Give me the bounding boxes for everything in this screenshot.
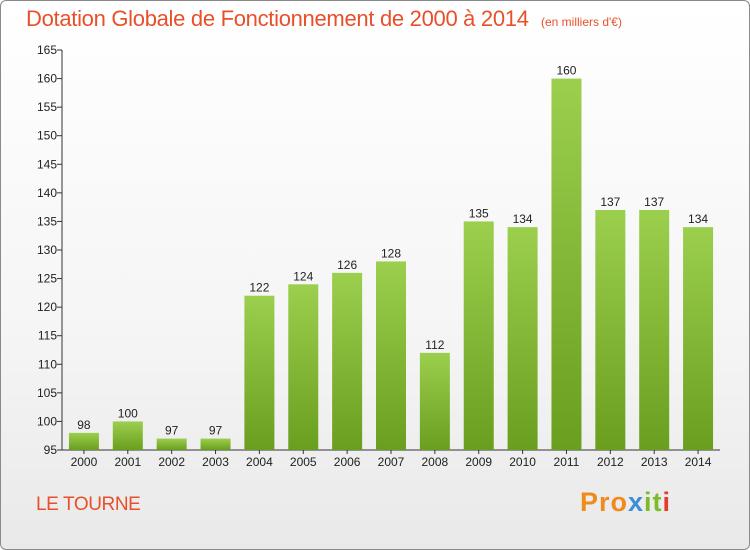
bar-2002 [156, 438, 187, 450]
data-label-2009: 135 [469, 206, 489, 220]
x-tick-label-2012: 2012 [597, 455, 624, 469]
data-label-2000: 98 [77, 418, 91, 432]
x-tick-label-2002: 2002 [158, 455, 185, 469]
chart-title: Dotation Globale de Fonctionnement de 20… [26, 6, 529, 31]
logo-part: i [662, 487, 672, 517]
bar-2010 [507, 227, 538, 450]
bar-2014 [683, 227, 714, 450]
x-tick-label-2013: 2013 [641, 455, 668, 469]
x-tick-label-2008: 2008 [422, 455, 449, 469]
bars [68, 78, 714, 451]
logo-part: it [644, 487, 663, 517]
bar-2012 [595, 210, 626, 450]
data-label-2005: 124 [293, 269, 313, 283]
logo-part: Pro [580, 487, 629, 517]
bar-2008 [419, 352, 450, 450]
data-label-2006: 126 [337, 258, 357, 272]
y-tick-label: 150 [37, 129, 57, 143]
bar-2011 [551, 78, 582, 451]
chart-subtitle: (en milliers d'€) [541, 15, 622, 29]
x-tick-label-2006: 2006 [334, 455, 361, 469]
bar-2001 [112, 421, 143, 450]
x-tick-label-2010: 2010 [509, 455, 536, 469]
y-tick-label: 155 [37, 100, 57, 114]
proxiti-logo[interactable]: Proxiti [580, 487, 671, 518]
data-label-2001: 100 [118, 406, 138, 420]
location-name: LE TOURNE [36, 494, 141, 515]
x-tick-label-2005: 2005 [290, 455, 317, 469]
y-tick-label: 135 [37, 214, 57, 228]
data-label-2011: 160 [556, 64, 576, 78]
y-tick-label: 165 [37, 43, 57, 57]
x-tick-label-2003: 2003 [202, 455, 229, 469]
y-tick-label: 115 [38, 329, 57, 343]
bar-2006 [332, 272, 363, 450]
y-tick-label: 105 [37, 386, 57, 400]
data-label-2010: 134 [513, 212, 533, 226]
x-tick-label-2000: 2000 [71, 455, 98, 469]
y-tick-label: 140 [37, 186, 57, 200]
data-label-2003: 97 [209, 424, 223, 438]
y-tick-label: 130 [37, 243, 57, 257]
x-tick-label-2011: 2011 [554, 455, 580, 469]
x-tick-label-2014: 2014 [685, 455, 712, 469]
x-tick-label-2001: 2001 [114, 455, 141, 469]
logo-part: x [628, 487, 645, 517]
y-tick-label: 145 [37, 157, 57, 171]
bar-2013 [639, 210, 670, 450]
y-tick-label: 160 [37, 72, 57, 86]
labels: 98 2000 100 2001 97 2002 97 2003 122 2004 124 2005 1… [71, 64, 712, 469]
bar-2000 [68, 432, 99, 450]
x-tick-label-2007: 2007 [378, 455, 405, 469]
data-label-2004: 122 [249, 281, 269, 295]
data-label-2012: 137 [600, 195, 620, 209]
data-label-2014: 134 [688, 212, 708, 226]
y-tick-label: 120 [37, 300, 57, 314]
bar-2005 [288, 284, 319, 450]
data-label-2013: 137 [644, 195, 664, 209]
bar-2009 [463, 221, 494, 450]
y-tick-label: 110 [38, 357, 57, 371]
data-label-2007: 128 [381, 246, 401, 260]
bar-2007 [376, 261, 406, 450]
y-tick-label: 125 [37, 272, 57, 286]
x-tick-label-2009: 2009 [465, 455, 492, 469]
bar-2004 [244, 295, 275, 450]
data-label-2008: 112 [425, 338, 444, 352]
y-tick-label: 95 [44, 443, 58, 457]
y-tick-label: 100 [37, 414, 57, 428]
bar-2003 [200, 438, 231, 450]
data-label-2002: 97 [165, 424, 179, 438]
x-tick-label-2004: 2004 [246, 455, 273, 469]
